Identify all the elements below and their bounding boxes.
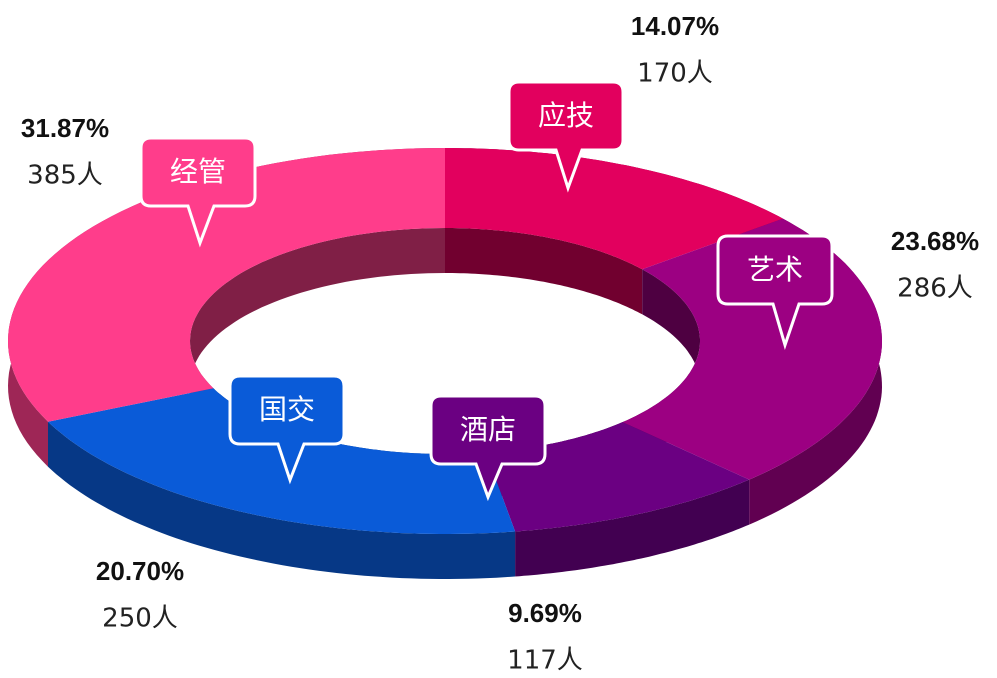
category-label: 经管: [170, 155, 226, 188]
count-label: 250人: [102, 604, 178, 634]
slice-inner-side: [190, 228, 445, 434]
value-label: 31.87%: [21, 113, 109, 143]
callout: [228, 374, 346, 485]
category-label: 酒店: [460, 413, 516, 446]
count-label: 286人: [897, 274, 973, 304]
category-label: 应技: [538, 99, 594, 132]
value-label: 20.70%: [96, 556, 184, 586]
callout: [139, 136, 257, 248]
slice-inner-side: [445, 228, 643, 315]
category-label: 国交: [259, 393, 315, 426]
slice-outer-side: [515, 479, 750, 577]
slice: [445, 148, 783, 270]
count-label: 117人: [507, 646, 583, 676]
value-label: 14.07%: [631, 11, 719, 41]
callout: [716, 234, 834, 350]
value-label: 23.68%: [891, 226, 979, 256]
category-label: 艺术: [747, 253, 803, 286]
slice: [48, 388, 516, 534]
slice: [485, 422, 750, 532]
value-label: 9.69%: [508, 598, 582, 628]
callout: [507, 80, 625, 193]
count-label: 170人: [637, 59, 713, 89]
count-label: 385人: [27, 161, 103, 191]
callout: [429, 394, 547, 502]
slice-outer-side: [48, 421, 516, 579]
slice: [8, 148, 445, 422]
